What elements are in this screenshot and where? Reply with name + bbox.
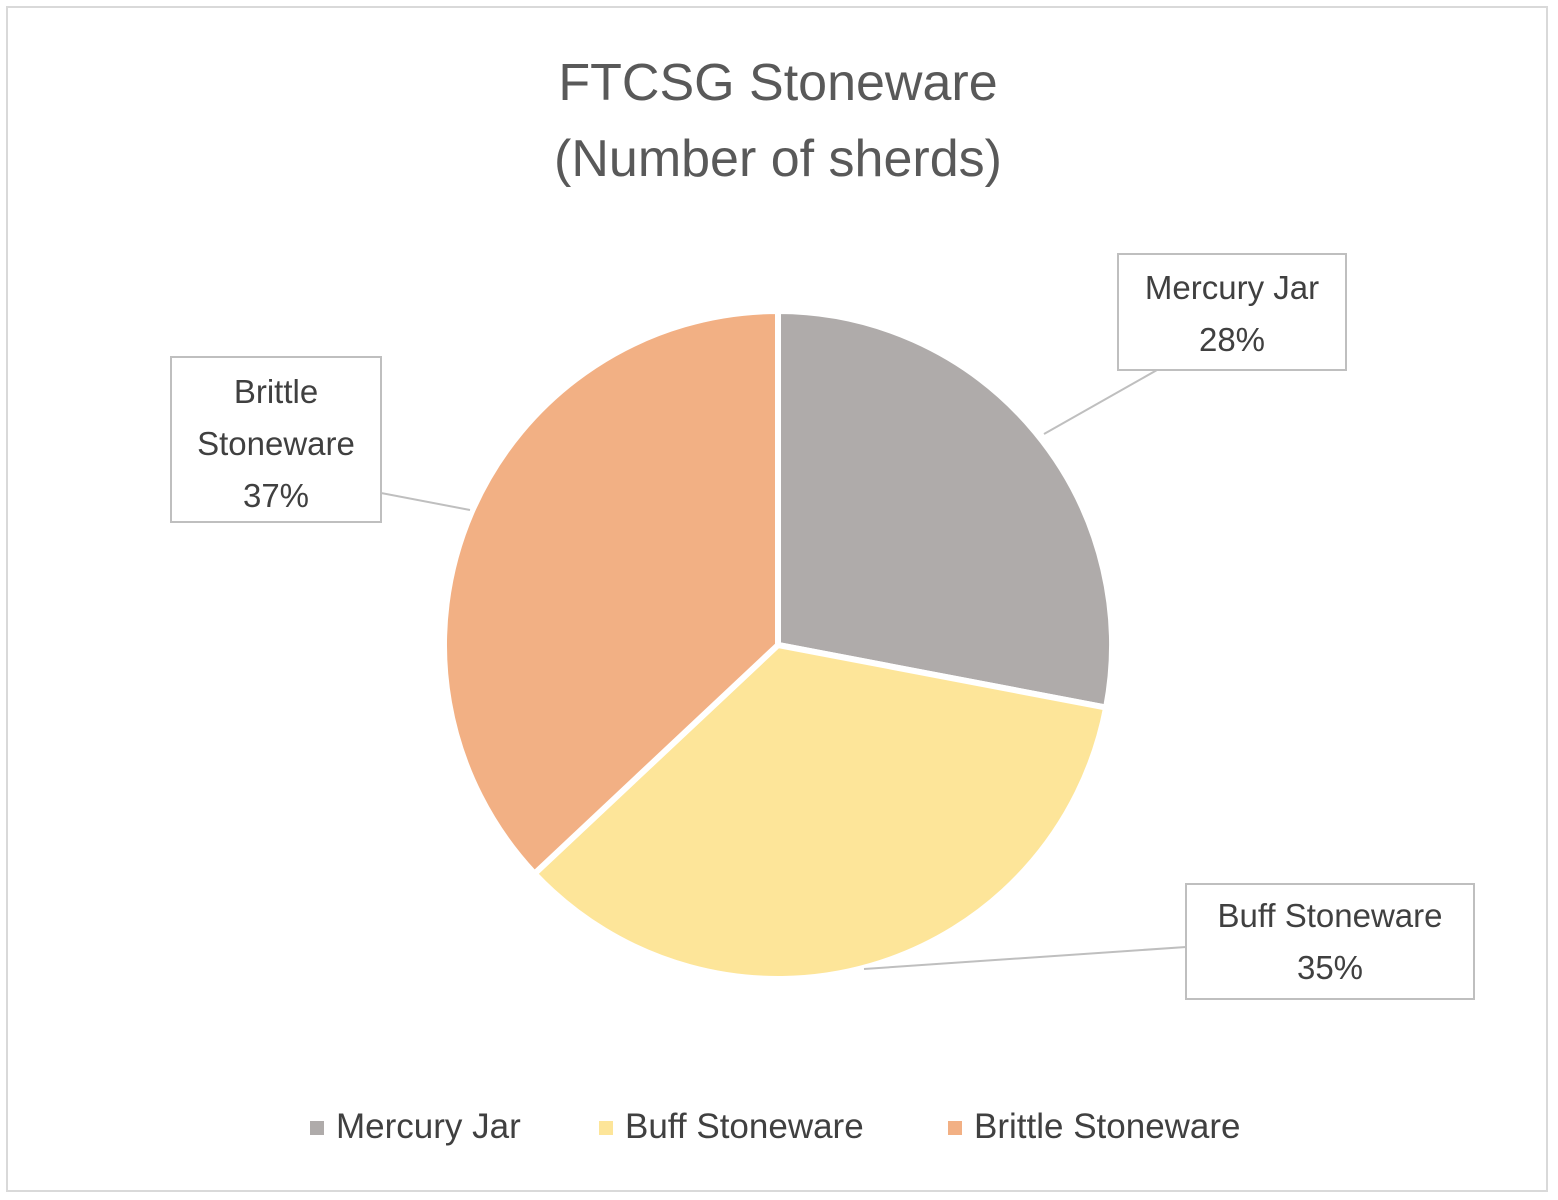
legend-swatch-mercury-jar xyxy=(310,1121,324,1135)
data-label-box-brittle-stoneware xyxy=(170,356,382,523)
pie-slices xyxy=(441,308,1115,982)
legend-label-brittle-stoneware: Brittle Stoneware xyxy=(974,1107,1241,1146)
leader-line-mercury-jar xyxy=(1043,369,1214,435)
data-label-box-mercury-jar xyxy=(1117,253,1347,371)
data-label-mercury-jar: Mercury Jar 28% xyxy=(1145,269,1319,358)
chart-title-line-2: (Number of sherds) xyxy=(554,130,1002,188)
data-label-line: Mercury Jar xyxy=(1145,269,1319,306)
data-label-line: Stoneware xyxy=(197,425,355,462)
data-label-line: Buff Stoneware xyxy=(1217,897,1442,934)
chart-title-line-1: FTCSG Stoneware xyxy=(558,54,997,112)
pie-slice-mercury-jar[interactable] xyxy=(775,308,1115,711)
data-labels: Mercury Jar 28% Buff Stoneware 35% Brittle St… xyxy=(170,253,1475,1000)
leader-line-brittle-stoneware xyxy=(380,460,471,511)
data-label-brittle-stoneware: Brittle Stoneware 37% xyxy=(197,373,355,514)
data-label-line: 28% xyxy=(1199,321,1265,358)
legend: Mercury Jar Buff Stoneware Brittle Stonewa… xyxy=(310,1107,1241,1146)
leader-line-buff-stoneware xyxy=(863,946,1187,970)
data-label-line: Brittle xyxy=(234,373,318,410)
data-label-line: 37% xyxy=(243,477,309,514)
pie-slice-buff-stoneware[interactable] xyxy=(531,642,1110,982)
data-label-box-buff-stoneware xyxy=(1185,883,1475,1000)
legend-swatch-brittle-stoneware xyxy=(948,1121,962,1135)
pie-slice-brittle-stoneware[interactable] xyxy=(441,308,781,877)
legend-label-buff-stoneware: Buff Stoneware xyxy=(625,1107,864,1146)
data-label-line: 35% xyxy=(1297,949,1363,986)
legend-swatch-buff-stoneware xyxy=(599,1121,613,1135)
data-label-buff-stoneware: Buff Stoneware 35% xyxy=(1217,897,1442,986)
legend-label-mercury-jar: Mercury Jar xyxy=(336,1107,521,1146)
